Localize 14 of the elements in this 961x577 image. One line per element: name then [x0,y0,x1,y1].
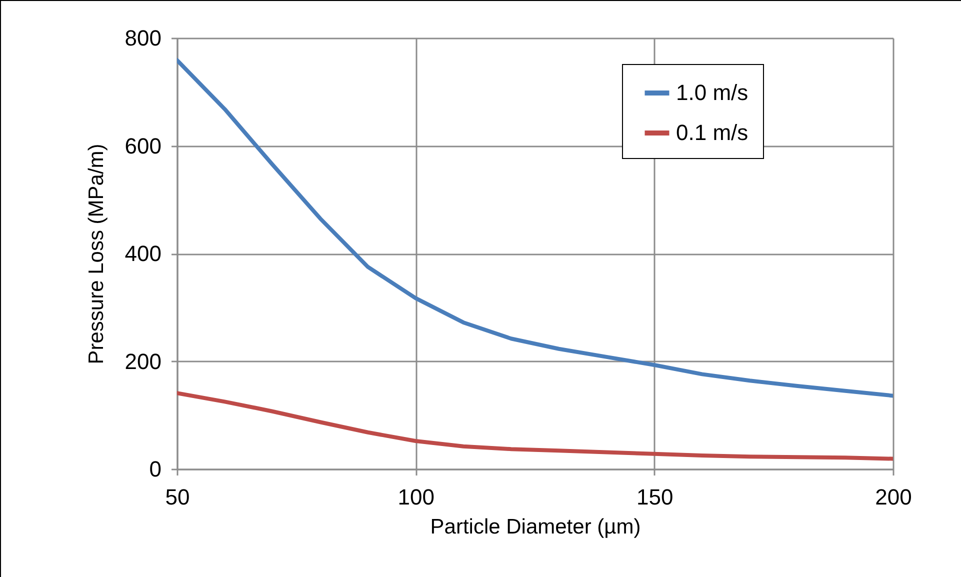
legend-label: 0.1 m/s [676,120,748,145]
y-tick-label: 200 [124,348,162,374]
y-tick-label: 0 [149,456,162,482]
x-tick-label: 150 [636,484,674,510]
x-axis-title: Particle Diameter (µm) [430,516,641,538]
y-tick-label: 400 [124,241,162,266]
x-tick-label: 100 [398,484,435,510]
line-series [177,391,893,461]
y-axis-title: Pressure Loss (MPa/m) [84,144,108,364]
y-tick-label: 600 [124,133,162,158]
legend-label: 1.0 m/s [676,80,748,105]
x-tick-label: 200 [875,484,912,510]
x-tick-label: 50 [165,484,190,510]
y-tick-label: 800 [124,26,162,50]
